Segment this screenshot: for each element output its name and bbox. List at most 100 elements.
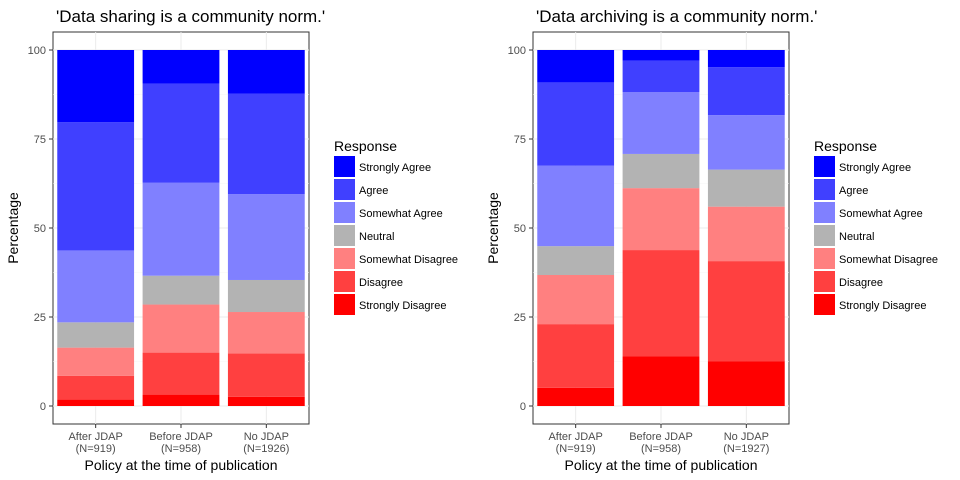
bar-somewhat-agree-after-jdap [537,165,615,247]
bar-agree-after-jdap [537,82,615,166]
bar-somewhat-agree-before-jdap [622,92,700,154]
x-tick-label: No JDAP [724,431,769,443]
x-tick-label: No JDAP [244,431,289,443]
legend: Response Strongly Agree Agree Somewhat Agre… [814,138,938,315]
legend-label: Neutral [359,231,394,243]
x-tick-sublabel: (N=958) [641,443,681,455]
legend-label: Agree [359,185,388,197]
bar-somewhat-agree-before-jdap [142,182,220,276]
bar-agree-after-jdap [57,122,135,251]
bar-neutral-after-jdap [537,246,615,275]
bar-strongly-agree-before-jdap [622,50,700,61]
bar-neutral-before-jdap [622,153,700,189]
y-tick-label: 100 [508,45,526,57]
bar-disagree-after-jdap [537,324,615,388]
legend-key-somewhat-disagree [334,248,355,269]
legend-key-disagree [814,271,835,292]
x-tick-label: Before JDAP [149,431,213,443]
x-tick-sublabel: (N=919) [556,443,596,455]
bar-strongly-disagree-before-jdap [142,394,220,406]
x-axis-title: Policy at the time of publication [85,457,278,473]
bar-somewhat-disagree-after-jdap [57,347,135,376]
y-tick-label: 50 [34,223,46,235]
bar-neutral-no-jdap [227,279,305,313]
bar-agree-no-jdap [227,93,305,195]
chart-title: 'Data sharing is a community norm.' [56,7,325,26]
x-tick-label: After JDAP [548,431,602,443]
legend-key-strongly-agree [814,156,835,177]
x-tick-label: Before JDAP [629,431,693,443]
bar-disagree-before-jdap [142,352,220,395]
bar-agree-before-jdap [622,60,700,93]
bar-somewhat-disagree-no-jdap [707,206,785,262]
legend-label: Neutral [839,231,874,243]
bar-disagree-no-jdap [707,261,785,362]
y-tick-label: 0 [520,401,526,413]
y-tick-label: 75 [34,134,46,146]
legend-key-agree [334,179,355,200]
bar-somewhat-disagree-after-jdap [537,274,615,325]
bar-somewhat-disagree-no-jdap [227,312,305,354]
legend-title: Response [334,138,397,154]
x-tick-sublabel: (N=1927) [723,443,769,455]
legend-label: Strongly Disagree [359,300,446,312]
legend-label: Somewhat Agree [839,208,923,220]
legend-key-somewhat-agree [814,202,835,223]
y-tick-label: 25 [34,312,46,324]
bar-somewhat-agree-no-jdap [707,115,785,170]
legend-label: Strongly Agree [839,162,911,174]
legend-label: Somewhat Agree [359,208,443,220]
legend-key-strongly-agree [334,156,355,177]
bar-disagree-no-jdap [227,353,305,397]
x-axis-title: Policy at the time of publication [565,457,758,473]
y-axis-title: Percentage [5,192,21,264]
legend: Response Strongly Agree Agree Somewhat Agre… [334,138,458,315]
bar-disagree-after-jdap [57,375,135,400]
bar-strongly-agree-after-jdap [57,50,135,123]
bar-strongly-agree-no-jdap [227,50,305,94]
bar-neutral-before-jdap [142,275,220,305]
legend-key-agree [814,179,835,200]
bar-strongly-disagree-no-jdap [707,361,785,406]
bar-strongly-agree-before-jdap [142,50,220,84]
bar-somewhat-disagree-before-jdap [142,304,220,353]
y-tick-label: 0 [40,401,46,413]
x-tick-label: After JDAP [68,431,122,443]
y-axis-title: Percentage [485,192,501,264]
legend-label: Strongly Disagree [839,300,926,312]
bar-agree-before-jdap [142,83,220,183]
bar-agree-no-jdap [707,67,785,116]
y-tick-label: 75 [514,134,526,146]
legend-key-somewhat-agree [334,202,355,223]
bar-strongly-agree-no-jdap [707,50,785,68]
bar-strongly-disagree-no-jdap [227,396,305,406]
bar-strongly-disagree-after-jdap [537,387,615,406]
legend-label: Strongly Agree [359,162,431,174]
bars [57,50,305,406]
bar-strongly-disagree-before-jdap [622,356,700,406]
x-tick-sublabel: (N=919) [76,443,116,455]
bar-strongly-agree-after-jdap [537,50,615,83]
y-tick-label: 100 [28,45,46,57]
legend-label: Disagree [359,277,403,289]
legend-key-somewhat-disagree [814,248,835,269]
y-tick-label: 25 [514,312,526,324]
legend-label: Somewhat Disagree [839,254,938,266]
legend-label: Disagree [839,277,883,289]
bar-disagree-before-jdap [622,250,700,357]
legend-title: Response [814,138,877,154]
legend-key-neutral [814,225,835,246]
legend-key-neutral [334,225,355,246]
legend-key-disagree [334,271,355,292]
bars [537,50,785,406]
bar-strongly-disagree-after-jdap [57,399,135,406]
legend-key-strongly-disagree [334,294,355,315]
x-tick-sublabel: (N=958) [161,443,201,455]
y-tick-label: 50 [514,223,526,235]
legend-label: Somewhat Disagree [359,254,458,266]
bar-somewhat-agree-after-jdap [57,250,135,323]
x-tick-sublabel: (N=1926) [243,443,289,455]
